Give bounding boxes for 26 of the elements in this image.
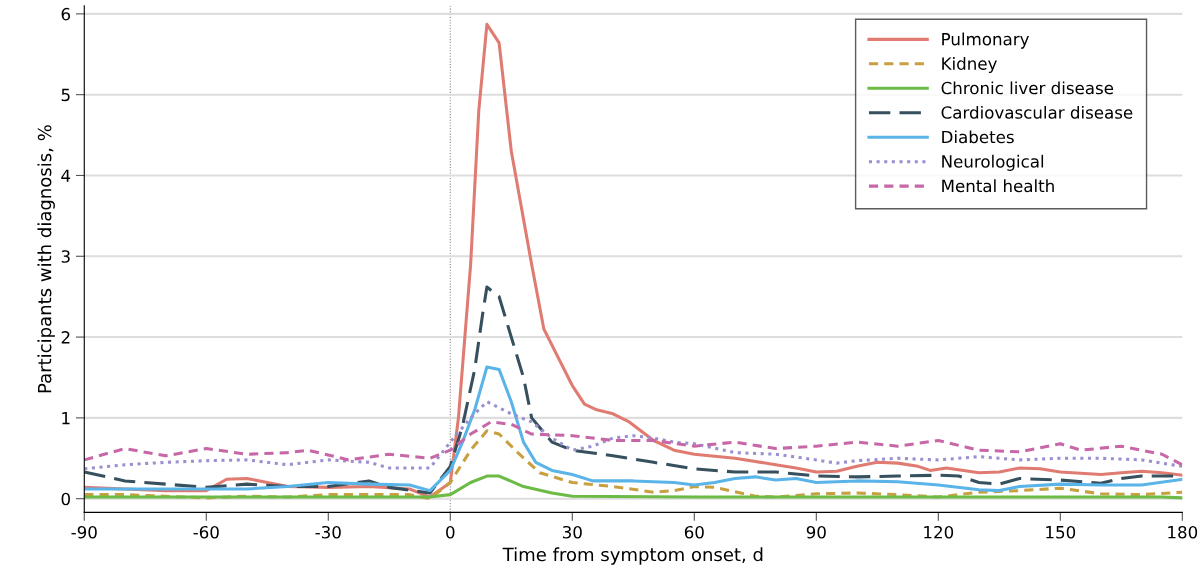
legend-label: Kidney xyxy=(942,56,997,74)
x-tick-label: -60 xyxy=(193,525,219,539)
y-tick-label: 3 xyxy=(61,250,70,263)
x-axis-title: Time from symptom onset, d xyxy=(502,547,763,565)
y-tick-label: 6 xyxy=(61,7,71,21)
x-tick-label: 30 xyxy=(562,525,582,539)
y-tick-label: 1 xyxy=(62,412,70,425)
x-tick-label: -30 xyxy=(315,525,341,539)
x-tick-label: 150 xyxy=(1046,525,1076,539)
legend-label: Pulmonary xyxy=(942,32,1029,49)
legend-label: Chronic liver disease xyxy=(941,81,1114,95)
y-tick-label: 2 xyxy=(61,331,70,344)
y-tick-label: 5 xyxy=(61,88,70,102)
y-tick-label: 0 xyxy=(61,492,70,506)
y-tick-label: 4 xyxy=(61,169,71,182)
x-tick-label: 0 xyxy=(446,525,455,539)
legend-label: Mental health xyxy=(942,179,1054,193)
x-tick-label: 180 xyxy=(1168,525,1198,539)
legend-label: Neurological xyxy=(942,154,1044,171)
x-tick-label: 90 xyxy=(806,525,826,539)
x-tick-label: -90 xyxy=(71,525,97,539)
y-axis-title: Participants with diagnosis, % xyxy=(37,125,55,393)
x-tick-label: 120 xyxy=(924,525,954,539)
legend-label: Diabetes xyxy=(942,130,1014,144)
x-tick-label: 60 xyxy=(684,525,704,539)
legend-label: Cardiovascular disease xyxy=(941,105,1133,119)
